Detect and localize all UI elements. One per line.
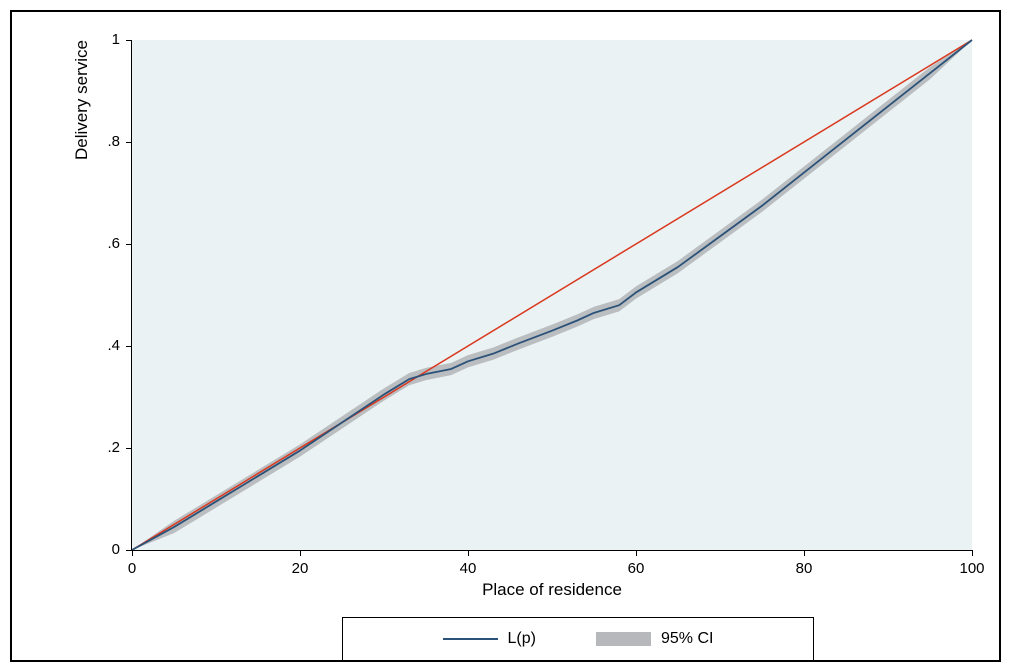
legend-label-lp: L(p) [508, 630, 536, 648]
x-tick [300, 550, 301, 556]
x-tick-label: 100 [957, 560, 987, 577]
x-tick-label: 60 [621, 560, 651, 577]
y-tick-label: .8 [92, 133, 120, 150]
y-tick [126, 244, 132, 245]
y-tick-label: .4 [92, 337, 120, 354]
x-axis-title: Place of residence [132, 580, 972, 600]
y-tick-label: 0 [92, 541, 120, 558]
y-tick [126, 550, 132, 551]
x-tick [804, 550, 805, 556]
legend: L(p) 95% CI [342, 617, 814, 661]
y-tick-label: .6 [92, 235, 120, 252]
x-tick [468, 550, 469, 556]
legend-item-lp: L(p) [443, 630, 536, 648]
legend-swatch-line [443, 638, 498, 640]
y-axis-line [131, 40, 132, 550]
y-axis-title: Delivery service [72, 0, 92, 355]
y-tick [126, 448, 132, 449]
legend-item-ci: 95% CI [596, 630, 713, 648]
y-tick [126, 346, 132, 347]
x-tick [972, 550, 973, 556]
x-tick [132, 550, 133, 556]
x-tick-label: 40 [453, 560, 483, 577]
legend-label-ci: 95% CI [661, 630, 713, 648]
chart-svg [12, 12, 977, 555]
x-tick-label: 80 [789, 560, 819, 577]
equality-line [132, 40, 972, 550]
chart-frame: 0 20 40 60 80 100 0 .2 .4 .6 .8 1 Place of residen… [10, 10, 1001, 662]
y-tick-label: .2 [92, 439, 120, 456]
legend-swatch-band [596, 632, 651, 646]
y-tick [126, 142, 132, 143]
y-tick-label: 1 [92, 31, 120, 48]
x-tick [636, 550, 637, 556]
x-tick-label: 0 [117, 560, 147, 577]
x-axis-line [132, 550, 972, 551]
y-tick [126, 40, 132, 41]
x-tick-label: 20 [285, 560, 315, 577]
